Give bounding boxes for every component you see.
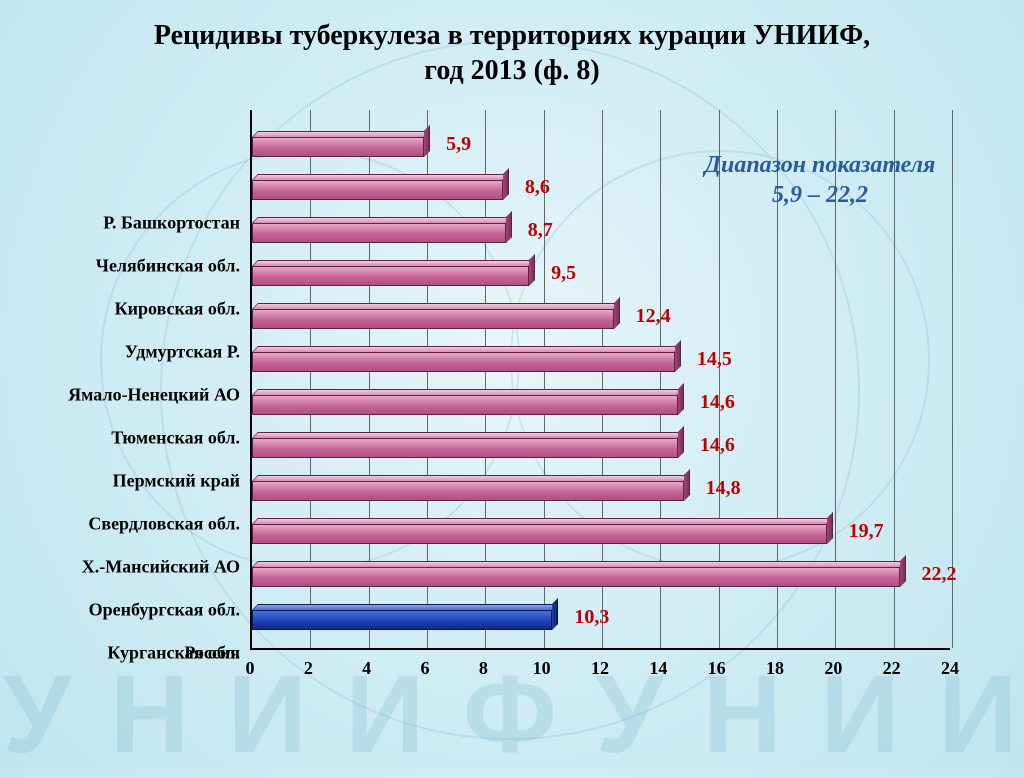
bar-value-label: 14,8 xyxy=(706,477,741,500)
range-note: Диапазон показателя 5,9 – 22,2 xyxy=(670,150,970,210)
chart-area: Диапазон показателя 5,9 – 22,2 024681012… xyxy=(50,110,980,710)
y-tick-label: Свердловская обл. xyxy=(60,514,240,535)
x-tick-label: 8 xyxy=(479,658,488,679)
bar xyxy=(252,303,614,329)
bar-value-label: 9,5 xyxy=(551,262,576,285)
range-note-line-1: Диапазон показателя xyxy=(705,152,936,178)
bar-value-label: 5,9 xyxy=(446,133,471,156)
y-tick-label: Тюменская обл. xyxy=(60,428,240,449)
y-tick-label: Ямало-Ненецкий АО xyxy=(60,385,240,406)
bar-highlight xyxy=(252,604,552,630)
bar-value-label: 14,5 xyxy=(697,348,732,371)
x-tick-label: 2 xyxy=(304,658,313,679)
bar-value-label: 22,2 xyxy=(922,563,957,586)
bar-value-label: 12,4 xyxy=(636,305,671,328)
bar xyxy=(252,389,678,415)
y-tick-label: Пермский край xyxy=(60,471,240,492)
bar xyxy=(252,217,506,243)
y-tick-label: Х.-Мансийский АО xyxy=(60,557,240,578)
chart-title: Рецидивы туберкулеза в территориях курац… xyxy=(0,18,1024,88)
bar-value-label: 8,6 xyxy=(525,176,550,199)
x-tick-label: 20 xyxy=(824,658,842,679)
y-tick-label: Россия xyxy=(60,643,240,664)
bar xyxy=(252,131,424,157)
title-line-1: Рецидивы туберкулеза в территориях курац… xyxy=(154,20,870,51)
bar-value-label: 14,6 xyxy=(700,434,735,457)
bar-value-label: 19,7 xyxy=(849,520,884,543)
bar xyxy=(252,561,900,587)
x-tick-label: 4 xyxy=(362,658,371,679)
y-tick-label: Оренбургская обл. xyxy=(60,600,240,621)
y-tick-label: Челябинская обл. xyxy=(60,256,240,277)
bar-value-label: 14,6 xyxy=(700,391,735,414)
x-tick-label: 10 xyxy=(533,658,551,679)
bar xyxy=(252,518,827,544)
bar xyxy=(252,260,529,286)
x-tick-label: 6 xyxy=(421,658,430,679)
x-tick-label: 12 xyxy=(591,658,609,679)
bar xyxy=(252,475,684,501)
x-tick-label: 24 xyxy=(941,658,959,679)
x-tick-label: 14 xyxy=(649,658,667,679)
x-tick-label: 0 xyxy=(246,658,255,679)
x-tick-label: 22 xyxy=(883,658,901,679)
bar-value-label: 8,7 xyxy=(528,219,553,242)
bar xyxy=(252,346,675,372)
x-tick-label: 16 xyxy=(708,658,726,679)
y-tick-label: Удмуртская Р. xyxy=(60,342,240,363)
y-tick-label: Р. Башкортостан xyxy=(60,213,240,234)
y-tick-label: Кировская обл. xyxy=(60,299,240,320)
title-line-2: год 2013 (ф. 8) xyxy=(424,55,599,86)
bar-value-label: 10,3 xyxy=(574,606,609,629)
bar xyxy=(252,432,678,458)
x-tick-label: 18 xyxy=(766,658,784,679)
bar xyxy=(252,174,503,200)
range-note-line-2: 5,9 – 22,2 xyxy=(772,182,868,208)
